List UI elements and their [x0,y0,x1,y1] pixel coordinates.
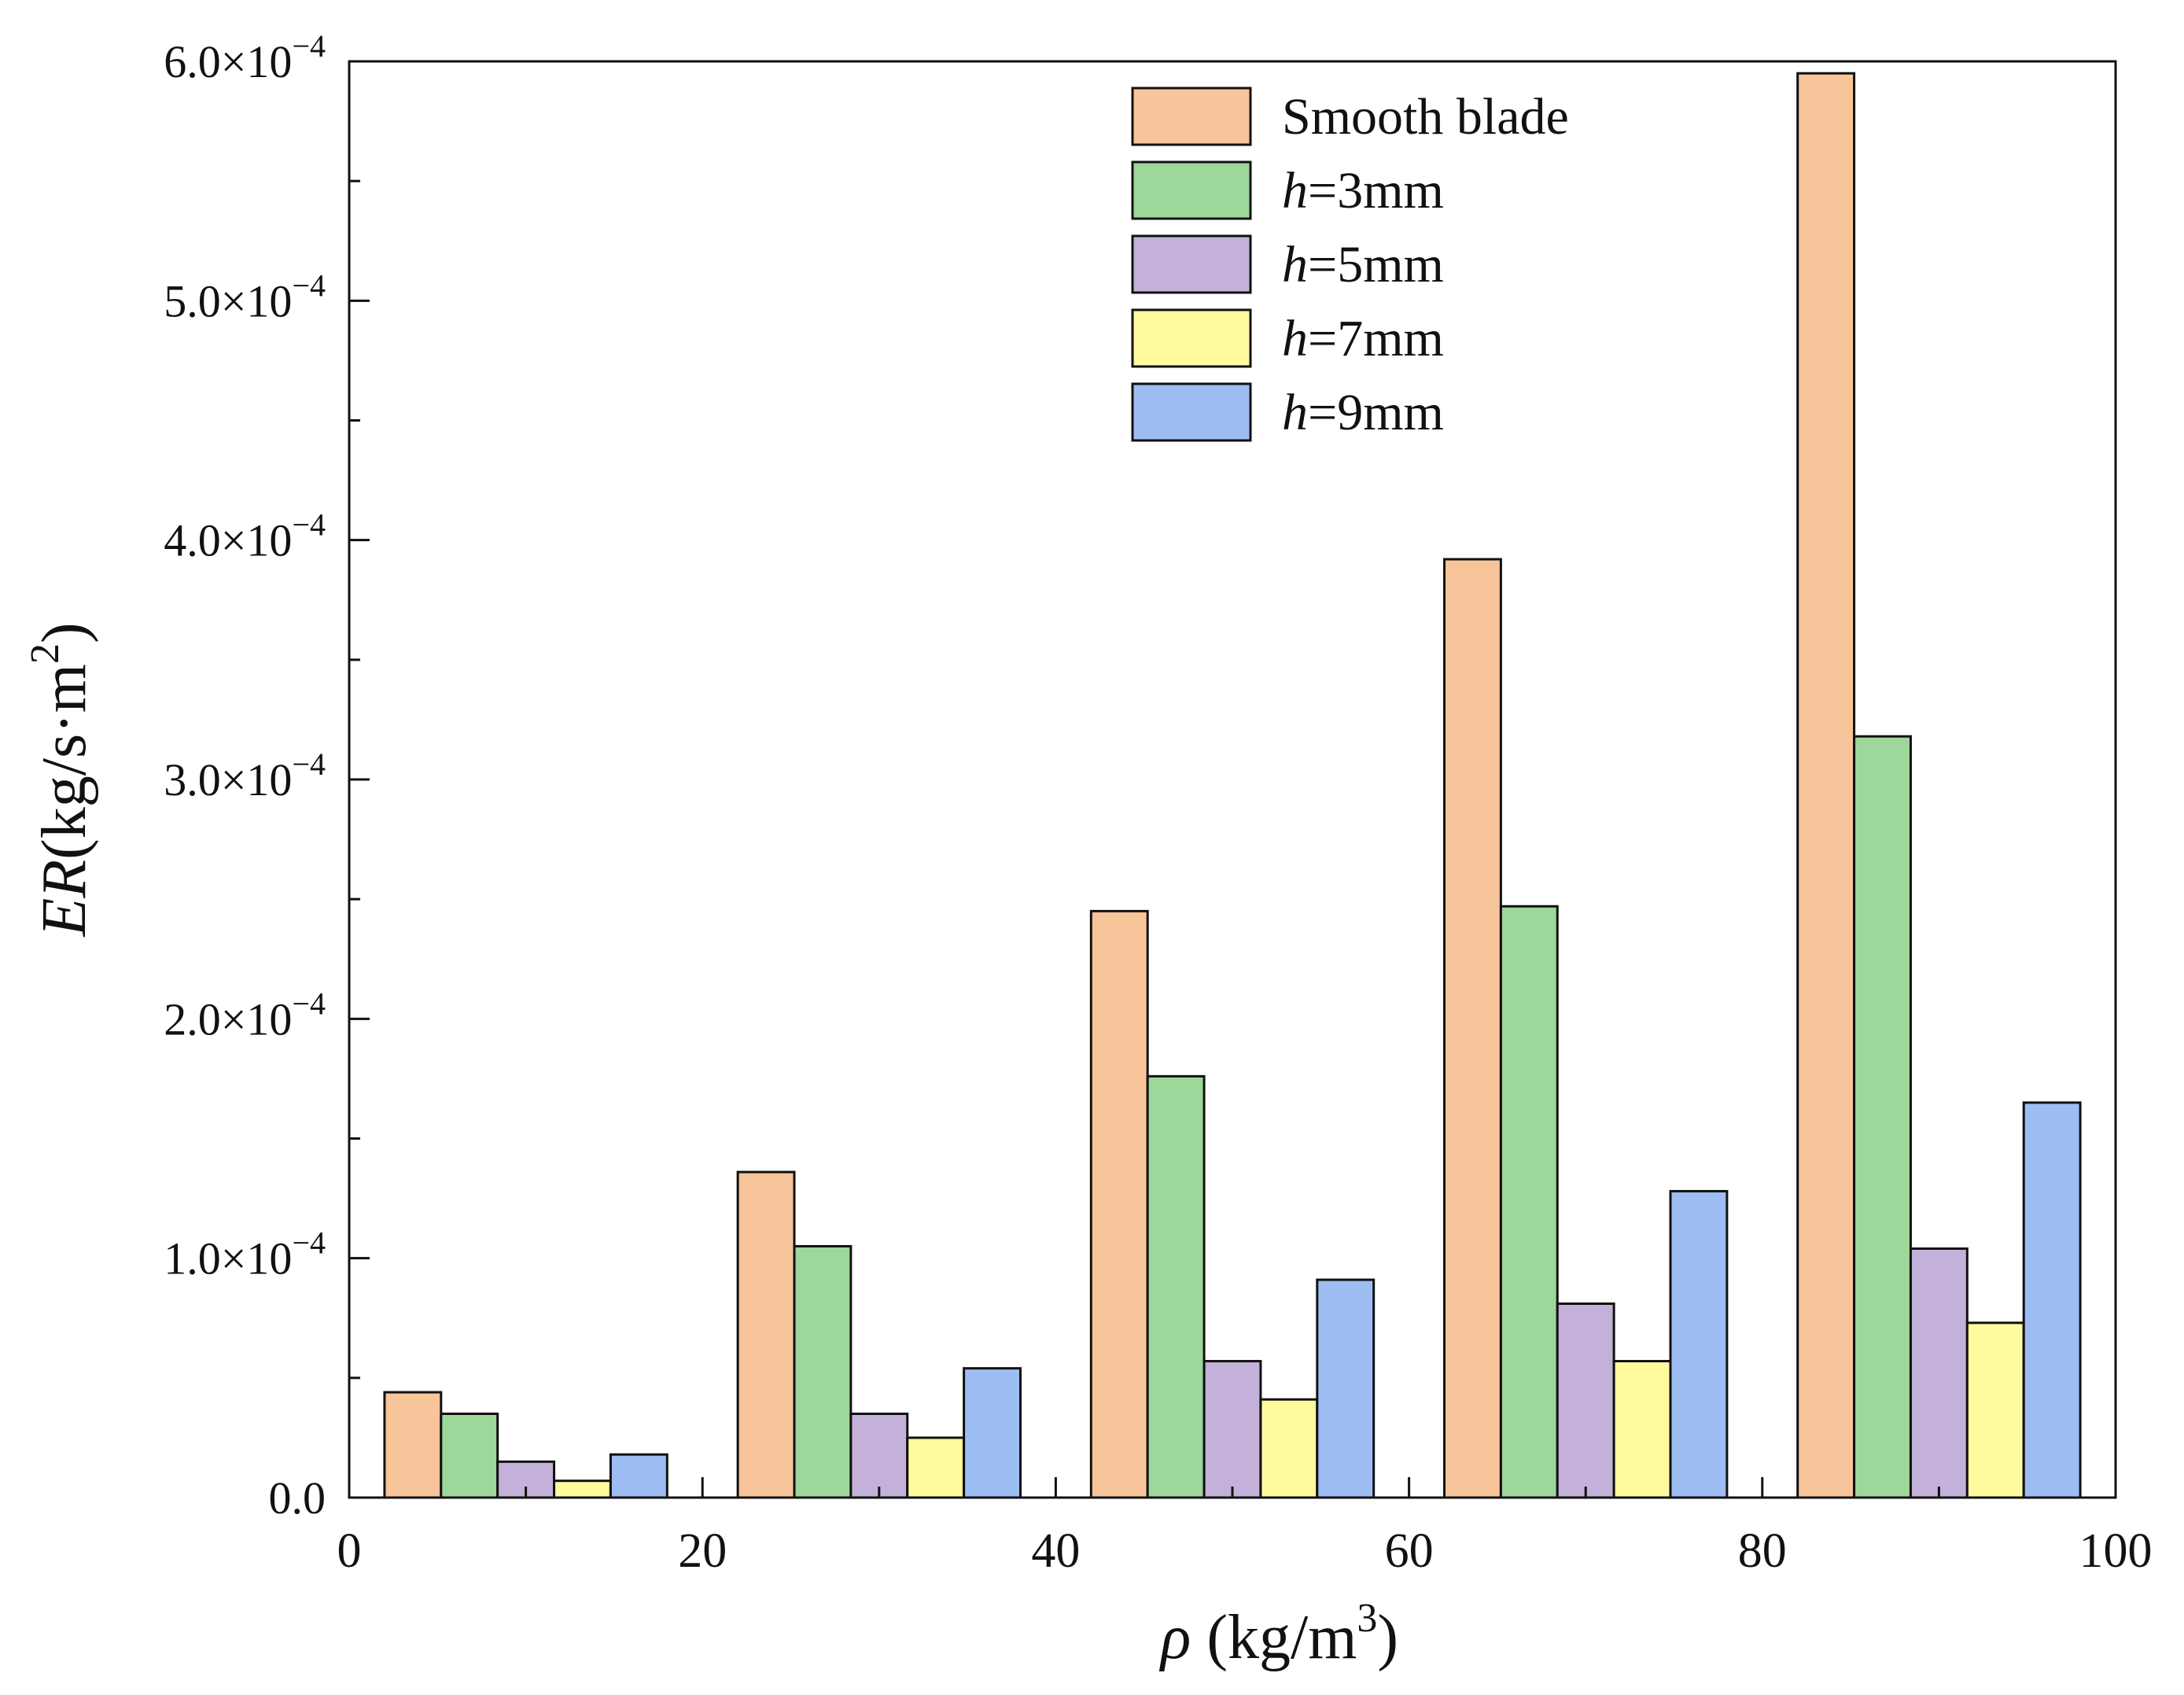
x-tick-label: 40 [1031,1524,1080,1578]
legend-label: h=9mm [1282,384,1444,441]
legend-swatch [1131,382,1252,442]
bar-h-7mm-30 [906,1436,966,1499]
bar-h-9mm-50 [1316,1278,1376,1499]
bar-h-3mm-10 [440,1412,499,1499]
bar-h-9mm-70 [1669,1189,1729,1499]
bar-h-7mm-10 [553,1479,612,1499]
bar-smooth-blade-90 [1796,72,1856,1499]
legend-label: h=3mm [1282,162,1444,219]
bar-h-9mm-10 [609,1453,668,1499]
bar-smooth-blade-10 [383,1391,443,1499]
bar-h-3mm-70 [1499,905,1559,1499]
y-tick-label: 0.0 [269,1472,326,1524]
legend-swatch [1131,160,1252,220]
x-tick-label: 60 [1385,1524,1434,1578]
bar-h-5mm-50 [1202,1360,1262,1499]
legend-swatch [1131,234,1252,294]
y-axis-label: ER(kg/s·m2) [23,622,99,937]
bar-h-9mm-90 [2022,1101,2082,1499]
bar-h-5mm-70 [1556,1302,1615,1499]
legend-swatch [1131,87,1252,146]
bar-h-3mm-50 [1146,1074,1206,1499]
legend-swatch [1131,308,1252,368]
bars-layer [383,72,2082,1499]
legend-label: Smooth blade [1282,88,1569,146]
x-tick-label: 80 [1738,1524,1787,1578]
legend-label: h=5mm [1282,236,1444,293]
x-tick-label: 100 [2079,1524,2153,1578]
ticks-layer: 0 20 40 60 80 100 0.0 1.0×10−4 2.0×10−4 3.0×10−4 4… [164,28,2152,1578]
bar-h-5mm-90 [1909,1247,1969,1499]
bar-h-5mm-30 [849,1412,909,1499]
bar-h-3mm-90 [1853,735,1912,1499]
legend: Smooth blade h=3mm h=5mm h=7mm h=9mm [1131,87,1569,442]
x-axis-label: ρ (kg/m3) [1158,1596,1398,1672]
y-tick-label: 4.0×10−4 [164,507,326,566]
axis-labels: ρ (kg/m3) ER(kg/s·m2) [23,622,1398,1672]
x-tick-label: 20 [678,1524,727,1578]
y-tick-label: 1.0×10−4 [164,1225,326,1284]
bar-smooth-blade-70 [1443,558,1502,1499]
bar-h-7mm-90 [1965,1321,2025,1499]
bar-h-9mm-30 [963,1367,1022,1499]
bar-h-3mm-30 [793,1244,853,1499]
legend-label: h=7mm [1282,310,1444,367]
y-tick-label: 3.0×10−4 [164,746,326,805]
y-tick-label: 5.0×10−4 [164,267,326,326]
bar-h-7mm-70 [1612,1360,1672,1499]
x-tick-label: 0 [337,1524,362,1578]
bar-h-7mm-50 [1259,1398,1319,1499]
y-tick-label: 2.0×10−4 [164,986,326,1045]
bar-smooth-blade-30 [736,1170,796,1499]
y-tick-label: 6.0×10−4 [164,28,326,87]
bar-smooth-blade-50 [1089,909,1149,1499]
